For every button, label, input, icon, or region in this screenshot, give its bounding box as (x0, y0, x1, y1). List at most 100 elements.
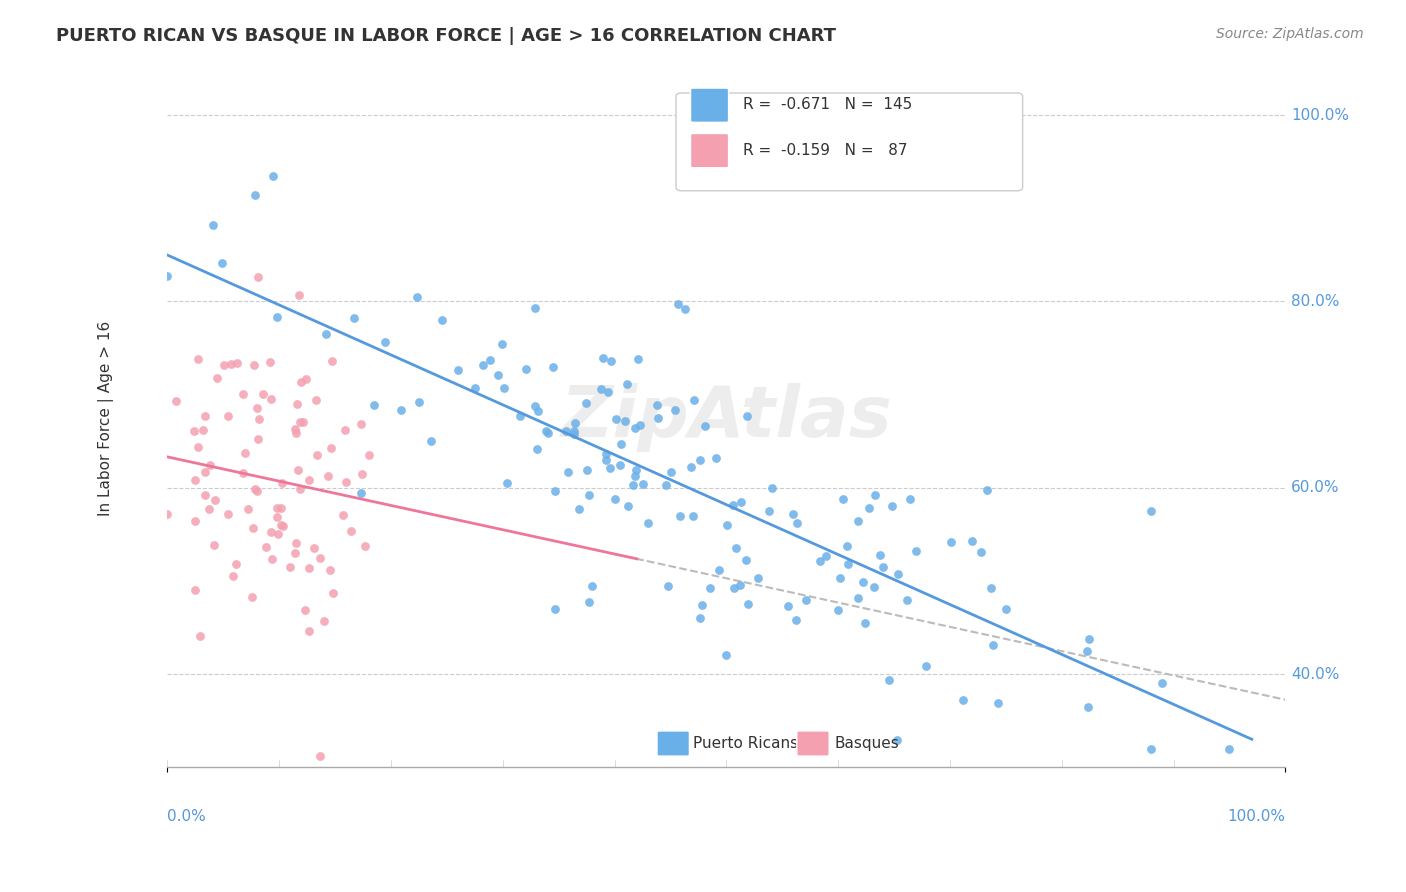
Point (617, 499, 640, 513)
Point (846, 514, 869, 528)
Point (714, 648, 737, 663)
Point (335, 475, 357, 489)
Point (285, 396, 308, 410)
Point (794, 593, 817, 607)
Point (898, 492, 921, 507)
Point (217, 409, 239, 424)
Point (623, 468, 645, 483)
Point (246, 270, 269, 285)
Point (689, 611, 711, 625)
Point (252, 387, 274, 401)
Text: In Labor Force | Age > 16: In Labor Force | Age > 16 (98, 320, 114, 516)
Point (808, 554, 831, 568)
Point (682, 508, 704, 523)
Point (290, 415, 312, 429)
Point (616, 377, 638, 392)
Point (350, 485, 373, 500)
Point (689, 453, 711, 467)
Point (432, 312, 454, 326)
Point (699, 581, 721, 595)
Point (624, 463, 647, 477)
Point (225, 557, 247, 571)
Point (183, 583, 205, 598)
Point (194, 409, 217, 424)
Point (233, 446, 256, 460)
Point (1076, 644, 1098, 658)
FancyBboxPatch shape (690, 88, 728, 122)
Point (262, 551, 284, 566)
Point (389, 403, 412, 417)
Point (273, 518, 295, 533)
Point (242, 521, 264, 535)
Point (188, 629, 211, 643)
Point (527, 404, 550, 418)
Point (681, 460, 703, 475)
Point (524, 301, 547, 315)
Text: PUERTO RICAN VS BASQUE IN LABOR FORCE | AGE > 16 CORRELATION CHART: PUERTO RICAN VS BASQUE IN LABOR FORCE | … (56, 27, 837, 45)
Point (319, 563, 342, 577)
Point (297, 624, 319, 638)
Point (880, 499, 903, 513)
Point (896, 593, 918, 607)
Point (259, 355, 281, 369)
Point (509, 409, 531, 424)
Point (305, 448, 328, 462)
Point (610, 437, 633, 451)
Point (872, 559, 894, 574)
Point (1139, 504, 1161, 518)
Point (332, 508, 354, 522)
Point (464, 381, 486, 395)
Point (343, 310, 366, 325)
Point (515, 362, 537, 376)
Point (222, 569, 245, 583)
Point (960, 533, 983, 548)
Point (270, 517, 292, 532)
Point (471, 358, 494, 372)
Point (761, 481, 783, 495)
Point (202, 219, 225, 233)
Point (187, 440, 209, 454)
Point (704, 450, 727, 465)
Point (302, 541, 325, 555)
Point (259, 524, 281, 539)
Point (537, 425, 560, 440)
Point (217, 507, 239, 521)
Point (1218, 741, 1240, 756)
Point (186, 351, 208, 366)
Point (254, 540, 277, 554)
Point (578, 594, 600, 608)
Point (581, 579, 603, 593)
Point (238, 502, 260, 516)
Point (287, 288, 309, 302)
Point (544, 483, 567, 498)
Point (420, 434, 443, 449)
Point (605, 411, 627, 425)
Point (232, 467, 254, 481)
Text: 40.0%: 40.0% (1291, 666, 1340, 681)
Point (981, 638, 1004, 652)
Point (723, 581, 745, 595)
Point (183, 473, 205, 487)
Point (599, 461, 621, 475)
Point (284, 546, 307, 560)
Point (904, 543, 927, 558)
Point (734, 553, 756, 567)
Point (287, 463, 309, 477)
Point (290, 376, 312, 390)
Point (541, 359, 564, 374)
Point (716, 518, 738, 533)
Point (321, 441, 343, 455)
Text: R =  -0.159   N =   87: R = -0.159 N = 87 (744, 143, 908, 158)
Point (285, 536, 308, 550)
Point (240, 590, 263, 604)
Text: 100.0%: 100.0% (1227, 809, 1285, 824)
Point (567, 502, 589, 516)
Point (980, 581, 1002, 595)
Point (668, 508, 690, 523)
Point (295, 372, 318, 386)
Point (243, 358, 266, 372)
Text: 60.0%: 60.0% (1291, 480, 1340, 495)
Point (298, 561, 321, 575)
Point (939, 535, 962, 549)
Point (631, 476, 654, 491)
